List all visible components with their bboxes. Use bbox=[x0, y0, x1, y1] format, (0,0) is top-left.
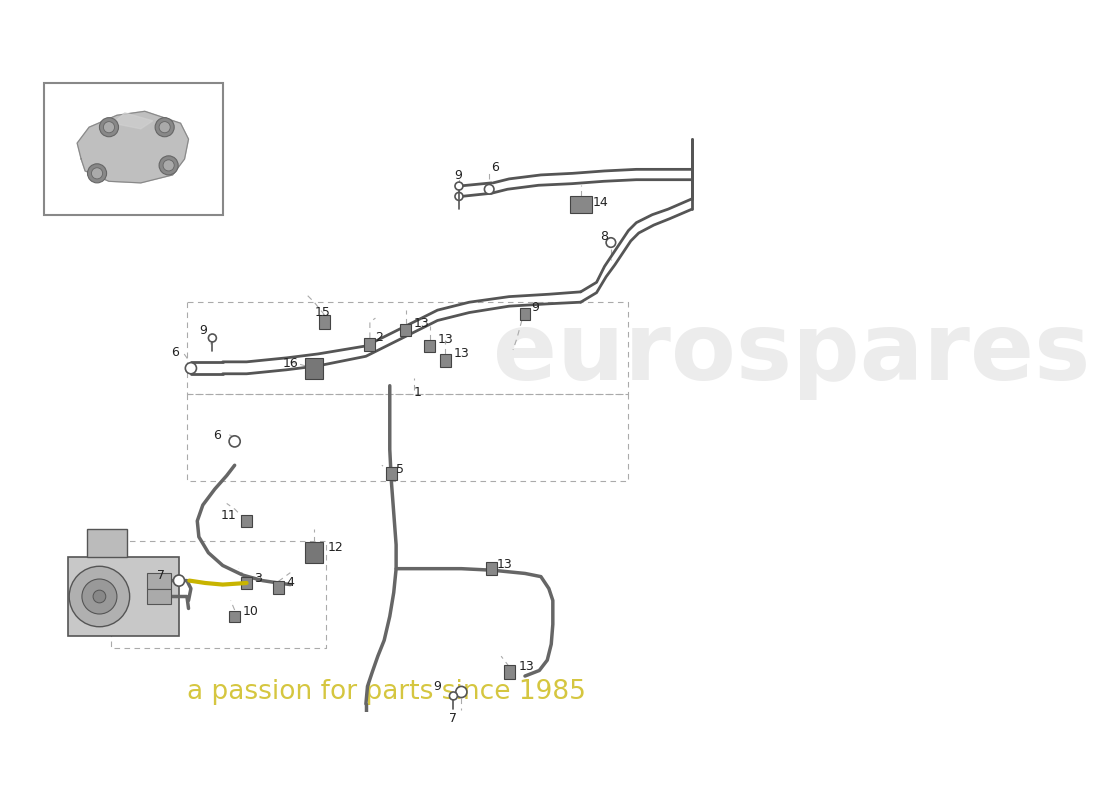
Text: 13: 13 bbox=[438, 333, 453, 346]
Text: 13: 13 bbox=[414, 317, 429, 330]
Bar bbox=[44, 83, 222, 214]
Text: 6: 6 bbox=[213, 430, 221, 442]
Text: 10: 10 bbox=[243, 605, 258, 618]
Circle shape bbox=[81, 579, 117, 614]
Bar bbox=[147, 573, 170, 589]
Text: 9: 9 bbox=[200, 323, 208, 337]
Circle shape bbox=[455, 182, 463, 190]
Text: 6: 6 bbox=[172, 346, 179, 359]
Circle shape bbox=[455, 686, 466, 698]
Circle shape bbox=[450, 692, 458, 700]
Circle shape bbox=[91, 168, 102, 179]
Bar bbox=[306, 358, 323, 378]
Bar bbox=[306, 542, 323, 563]
Bar bbox=[319, 315, 330, 330]
Bar bbox=[364, 338, 375, 351]
Text: 11: 11 bbox=[220, 509, 236, 522]
Bar bbox=[400, 324, 410, 336]
Bar bbox=[570, 196, 592, 213]
Circle shape bbox=[484, 185, 494, 194]
Text: 9: 9 bbox=[531, 302, 539, 314]
Bar bbox=[88, 529, 128, 557]
Text: 12: 12 bbox=[328, 542, 343, 554]
Text: eurospares: eurospares bbox=[493, 308, 1090, 400]
Circle shape bbox=[174, 575, 185, 586]
Bar bbox=[67, 557, 179, 636]
Text: 9: 9 bbox=[433, 680, 441, 693]
Text: 13: 13 bbox=[518, 660, 535, 673]
Bar bbox=[386, 467, 396, 479]
Circle shape bbox=[155, 118, 174, 137]
Bar bbox=[486, 562, 497, 575]
Bar bbox=[230, 611, 240, 622]
Bar bbox=[440, 354, 451, 366]
Bar bbox=[425, 339, 435, 352]
Circle shape bbox=[94, 590, 106, 603]
Text: a passion for parts since 1985: a passion for parts since 1985 bbox=[187, 679, 586, 705]
Text: 6: 6 bbox=[491, 162, 498, 174]
Circle shape bbox=[163, 160, 174, 171]
Bar bbox=[241, 577, 252, 590]
Text: 14: 14 bbox=[593, 196, 608, 210]
Circle shape bbox=[99, 118, 119, 137]
Text: 7: 7 bbox=[450, 712, 458, 725]
Bar bbox=[273, 582, 284, 594]
Circle shape bbox=[160, 156, 178, 175]
Text: 4: 4 bbox=[286, 577, 294, 590]
Bar bbox=[504, 666, 515, 679]
Circle shape bbox=[185, 362, 197, 374]
Text: 16: 16 bbox=[283, 357, 298, 370]
Circle shape bbox=[69, 566, 130, 626]
Circle shape bbox=[88, 164, 107, 183]
Bar bbox=[241, 514, 252, 527]
Text: 1: 1 bbox=[414, 386, 421, 398]
Text: 9: 9 bbox=[454, 170, 462, 182]
Text: 3: 3 bbox=[254, 572, 263, 585]
Bar bbox=[520, 308, 530, 321]
Text: 5: 5 bbox=[396, 462, 404, 476]
Text: 2: 2 bbox=[375, 331, 383, 345]
Circle shape bbox=[103, 122, 114, 133]
Polygon shape bbox=[77, 111, 188, 183]
Circle shape bbox=[229, 436, 240, 447]
Circle shape bbox=[208, 334, 217, 342]
Text: 8: 8 bbox=[601, 230, 608, 243]
Text: 7: 7 bbox=[157, 569, 165, 582]
Text: 15: 15 bbox=[315, 306, 331, 319]
Bar bbox=[147, 589, 170, 605]
Text: 13: 13 bbox=[497, 558, 513, 571]
Text: 13: 13 bbox=[453, 347, 469, 360]
Circle shape bbox=[160, 122, 170, 133]
Circle shape bbox=[455, 193, 463, 200]
Polygon shape bbox=[113, 113, 153, 129]
Circle shape bbox=[606, 238, 616, 247]
